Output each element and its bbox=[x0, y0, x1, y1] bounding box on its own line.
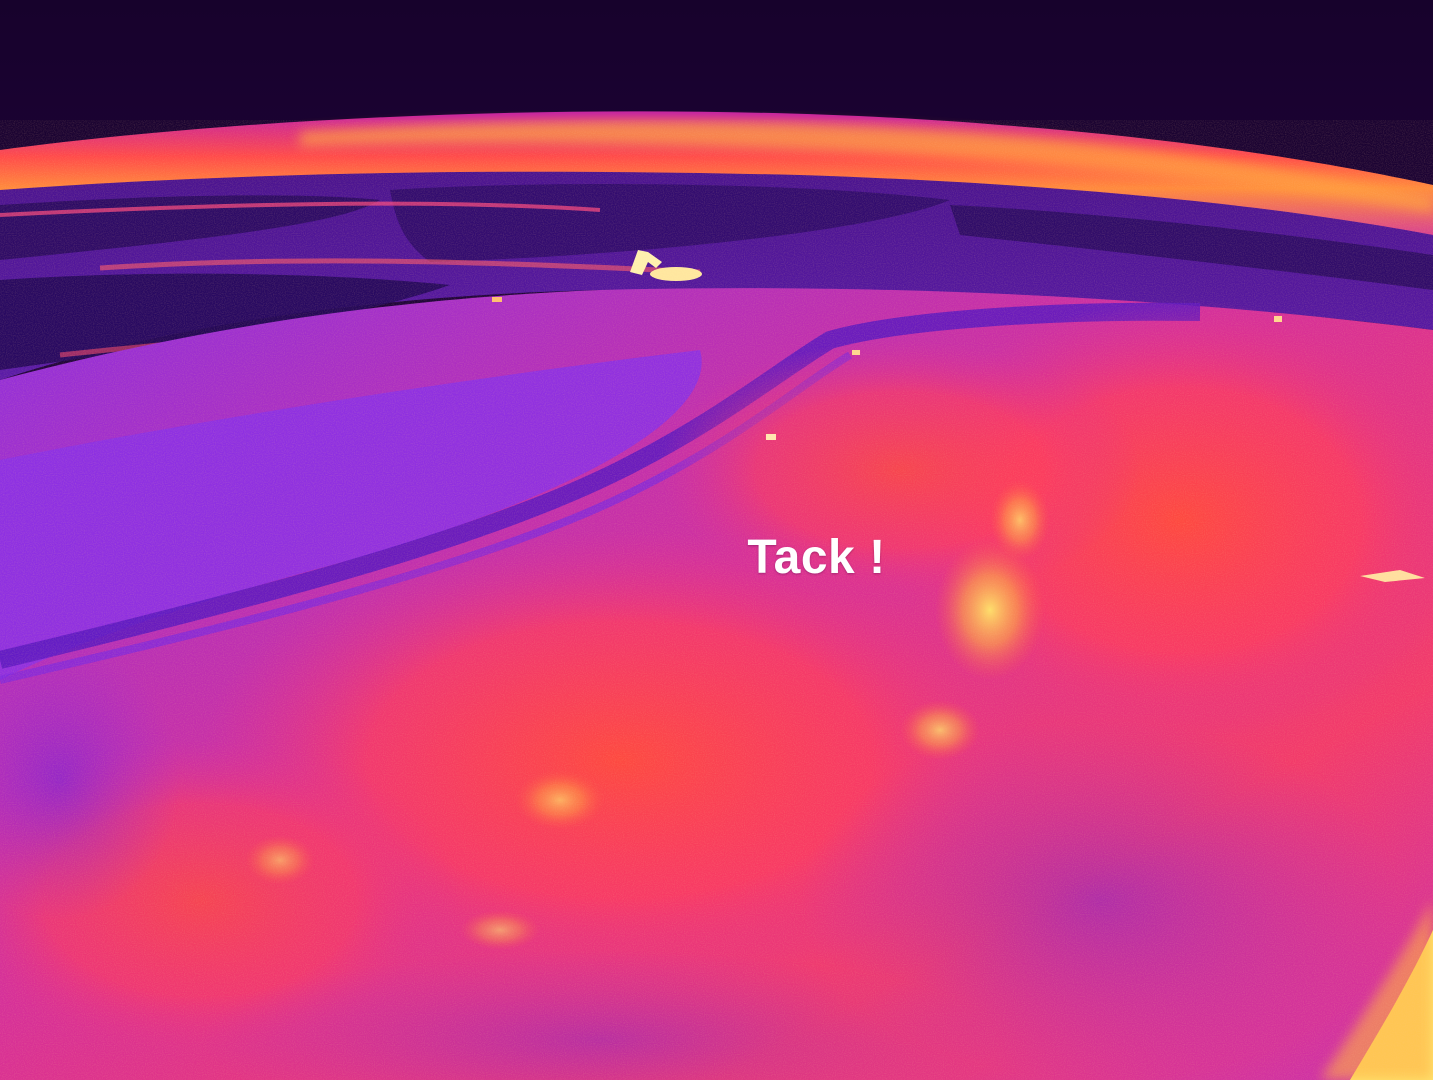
thermal-grain bbox=[0, 120, 1433, 1080]
caption-text: Tack ! bbox=[747, 531, 886, 584]
